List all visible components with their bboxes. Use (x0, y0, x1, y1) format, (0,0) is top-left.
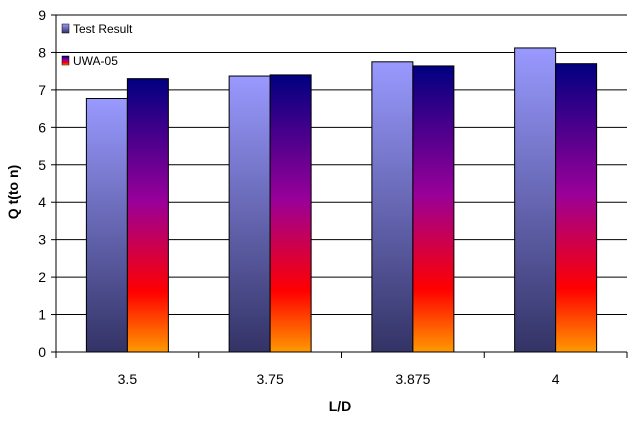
y-tick-label: 5 (38, 157, 46, 173)
legend-label-test-result: Test Result (73, 22, 133, 36)
bar-uwa-05 (555, 63, 598, 353)
bars (85, 47, 598, 353)
legend-swatch-uwa-05 (61, 55, 70, 66)
bar-uwa-05 (269, 74, 312, 353)
y-tick-label: 7 (38, 82, 46, 98)
y-tick-label: 4 (38, 194, 46, 210)
x-tick-label: 4 (552, 371, 560, 387)
y-tick-label: 9 (38, 7, 46, 23)
x-tick-label: 3.5 (118, 371, 138, 387)
y-tick-label: 2 (38, 269, 46, 285)
y-tick-label: 3 (38, 232, 46, 248)
y-tick-label: 6 (38, 119, 46, 135)
x-axis-title: L/D (329, 398, 352, 414)
legend-label-uwa-05: UWA-05 (73, 54, 118, 68)
y-tick-label: 8 (38, 44, 46, 60)
y-tick-label: 0 (38, 344, 46, 360)
y-tick-label: 1 (38, 307, 46, 323)
bar-test-result (371, 61, 414, 353)
bar-test-result (514, 47, 557, 353)
legend: Test Result UWA-05 (61, 22, 133, 68)
bar-test-result (85, 98, 128, 353)
tick-labels: 0 1 2 3 4 5 6 7 8 9 3.5 3.75 3.875 4 (38, 7, 628, 387)
bar-uwa-05 (412, 65, 455, 353)
bar-uwa-05 (126, 78, 169, 353)
x-tick-label: 3.875 (395, 371, 430, 387)
bar-test-result (228, 75, 271, 353)
legend-swatch-test-result (61, 23, 70, 34)
y-axis-title: Q t(to n) (5, 165, 21, 219)
x-tick-label: 3.75 (257, 371, 284, 387)
